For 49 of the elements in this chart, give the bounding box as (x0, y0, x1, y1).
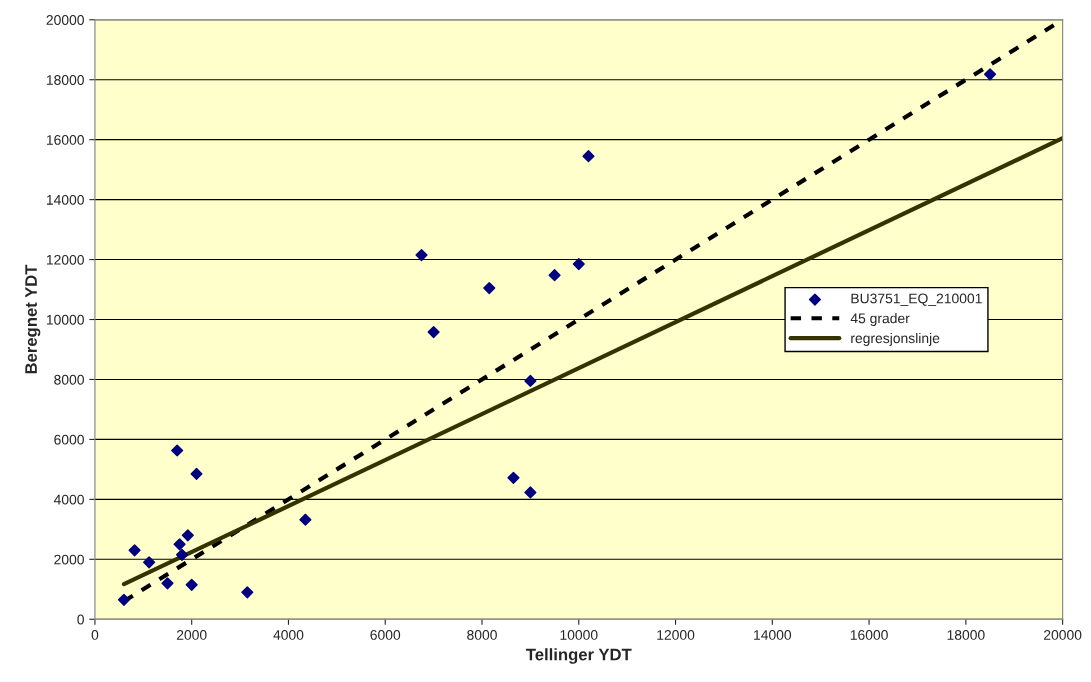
x-axis-title: Tellinger YDT (526, 648, 632, 664)
point (415, 248, 428, 262)
point (483, 281, 496, 295)
x-tick-label: 16000 (850, 630, 888, 640)
y-tick-label: 18000 (46, 75, 84, 85)
point (582, 150, 595, 163)
y-tick-label: 4000 (53, 494, 84, 505)
x-tick-label: 20000 (1044, 630, 1082, 640)
legend-label: regresjonslinje (851, 332, 940, 346)
y-tick-label: 2000 (54, 554, 84, 565)
point (241, 586, 254, 599)
legend-label: 45 grader (850, 313, 910, 326)
x-tick-label: 8000 (467, 630, 497, 640)
point (143, 556, 156, 569)
y-tick-label: 16000 (46, 135, 84, 145)
point (175, 548, 189, 561)
point (190, 467, 203, 480)
point (171, 444, 184, 457)
x-tick-label: 6000 (370, 630, 401, 640)
point (128, 544, 141, 557)
point (983, 68, 997, 81)
y-tick-label: 12000 (46, 254, 84, 265)
x-tick-label: 0 (91, 630, 99, 640)
x-tick-label: 14000 (754, 630, 792, 640)
y-tick-label: 6000 (54, 434, 84, 445)
y-axis-title: Beregnet YDT (25, 264, 41, 374)
point (117, 593, 131, 606)
x-tick-label: 4000 (273, 630, 304, 640)
x-tick-label: 12000 (657, 630, 695, 640)
legend-label: BU3751_EQ_210001 (851, 293, 982, 306)
y-tick-label: 8000 (54, 374, 84, 385)
point (299, 513, 312, 526)
point (572, 257, 585, 271)
y-tick-label: 14000 (46, 194, 84, 205)
point (427, 326, 440, 339)
point (548, 269, 561, 282)
point (524, 374, 537, 388)
point (181, 529, 194, 542)
x-tick-label: 18000 (947, 630, 985, 640)
y-tick-label: 0 (77, 614, 84, 625)
point (507, 471, 520, 484)
y-tick-label: 20000 (46, 15, 84, 25)
point (185, 578, 198, 591)
point (161, 577, 174, 590)
x-tick-label: 2000 (176, 630, 207, 640)
point (524, 486, 537, 499)
x-tick-label: 10000 (560, 630, 598, 640)
point (173, 538, 186, 551)
y-tick-label: 10000 (46, 314, 84, 325)
